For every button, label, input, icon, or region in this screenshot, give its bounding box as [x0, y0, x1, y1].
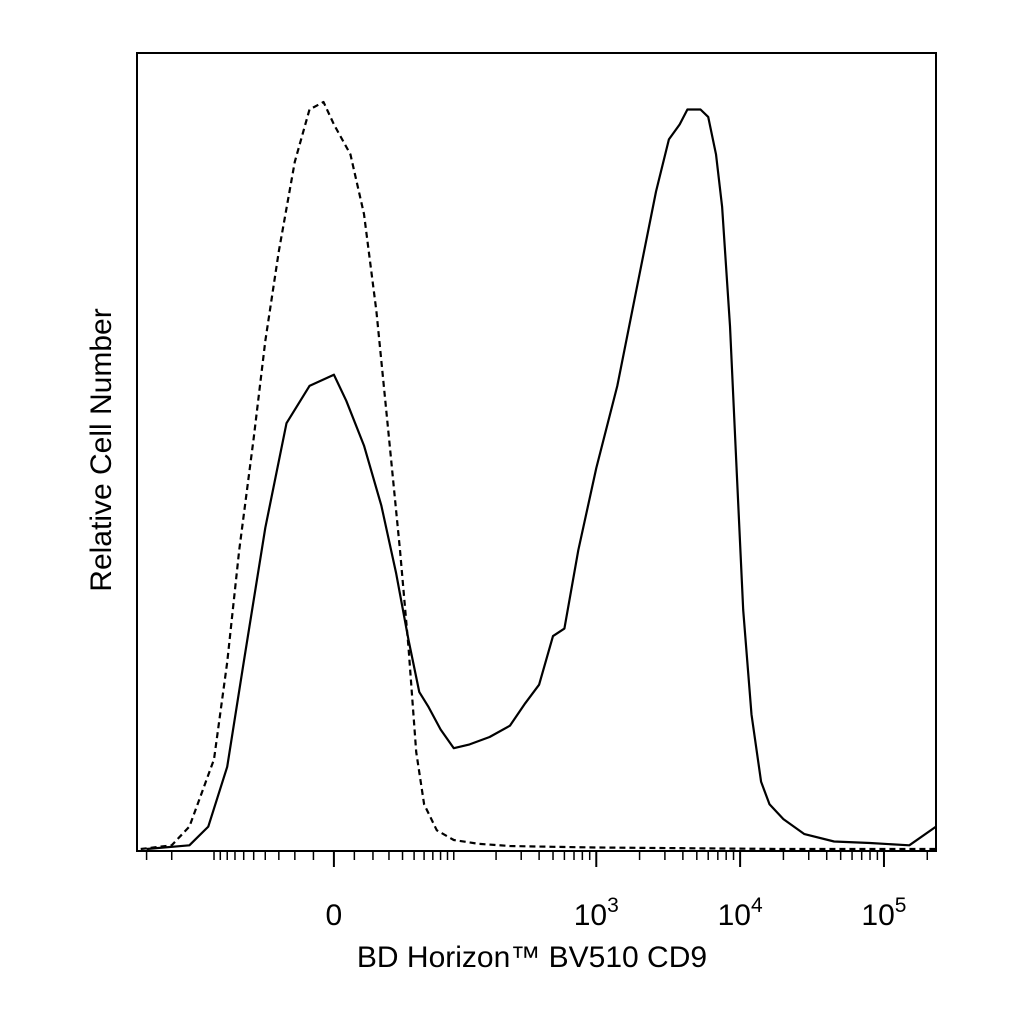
- plot-frame: [136, 52, 937, 852]
- histogram-series: [140, 100, 937, 851]
- x-axis-ticks: [145, 851, 929, 867]
- solid-histogram-line: [146, 108, 937, 851]
- x-tick-label: 104: [718, 894, 763, 932]
- x-tick-label: 105: [861, 894, 906, 932]
- x-axis-tick-labels: 0 103 104 105: [326, 894, 907, 932]
- x-tick-label: 103: [574, 894, 619, 932]
- dashed-histogram-line: [140, 100, 936, 851]
- y-axis-label: Relative Cell Number: [85, 308, 118, 591]
- x-tick-label: 0: [326, 899, 343, 932]
- x-axis-label: BD Horizon™ BV510 CD9: [357, 941, 707, 974]
